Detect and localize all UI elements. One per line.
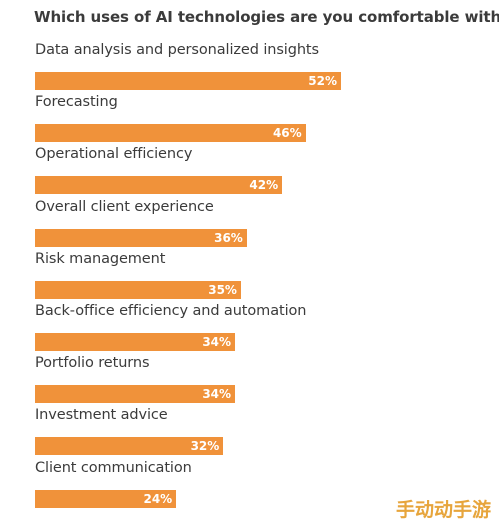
bar-value-label: 34% bbox=[202, 335, 232, 349]
bar: 46% bbox=[35, 124, 306, 143]
category-label: Risk management bbox=[35, 250, 166, 267]
watermark: 手动动手游 bbox=[395, 499, 491, 521]
bar: 36% bbox=[35, 228, 247, 247]
bar-value-label: 36% bbox=[214, 230, 243, 245]
bar: 34% bbox=[35, 385, 236, 404]
bar-value-label: 46% bbox=[272, 126, 302, 141]
category-label: Portfolio returns bbox=[35, 355, 150, 372]
bar: 34% bbox=[35, 333, 236, 351]
bar: 32% bbox=[35, 437, 224, 456]
bar: 24% bbox=[35, 489, 177, 508]
bar-value-label: 24% bbox=[143, 491, 173, 506]
category-label: Operational efficiency bbox=[35, 146, 193, 163]
bar: 52% bbox=[35, 72, 341, 90]
bar-value-label: 35% bbox=[208, 282, 237, 297]
category-label: Forecasting bbox=[35, 94, 118, 111]
category-label: Back-office efficiency and automation bbox=[35, 303, 307, 319]
category-label: Client communication bbox=[35, 459, 192, 476]
category-label: Data analysis and personalized insights bbox=[35, 42, 319, 58]
bar-value-label: 42% bbox=[249, 178, 279, 193]
bar-value-label: 32% bbox=[190, 439, 220, 454]
category-label: Investment advice bbox=[35, 407, 168, 424]
category-label: Overall client experience bbox=[35, 198, 214, 215]
bar-value-label: 52% bbox=[308, 74, 337, 88]
bar-value-label: 34% bbox=[202, 387, 232, 402]
chart-title: Which uses of AI technologies are you co… bbox=[34, 8, 499, 26]
bar: 35% bbox=[35, 280, 241, 299]
bar: 42% bbox=[35, 176, 283, 195]
